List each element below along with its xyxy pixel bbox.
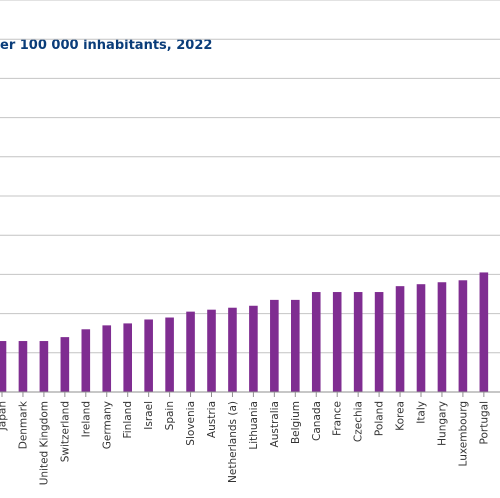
x-tick-label: Korea (395, 401, 407, 431)
bar-france (332, 292, 342, 392)
bar-japan (0, 341, 7, 392)
x-tick-label: Switzerland (59, 401, 71, 462)
bar-israel (144, 319, 153, 392)
x-tick-label: Japan (0, 401, 9, 431)
bar-germany (102, 325, 112, 392)
bar-austria (207, 309, 216, 392)
bar-portugal (479, 272, 489, 392)
bars (0, 272, 489, 392)
x-tick-labels: Japan Denmark United Kingdom Switzerland Ire… (0, 400, 500, 485)
x-tick-label: France (332, 401, 344, 436)
x-tick-label: Hungary (436, 401, 448, 446)
bar-lithuania (249, 305, 258, 392)
x-tick-label: Germany (101, 401, 113, 449)
bar-slovenia (186, 311, 195, 392)
x-tick-label: Slovenia (185, 401, 197, 446)
x-tick-label: Finland (122, 401, 134, 439)
x-tick-label: Spain (164, 401, 176, 430)
bar-netherlands-a (228, 307, 237, 392)
x-tick-label: Canada (311, 401, 323, 441)
x-tick-label: Italy (416, 401, 428, 424)
bar-czechia (353, 292, 363, 392)
bar-finland (123, 323, 132, 392)
x-tick-label: Israel (143, 401, 155, 430)
bar-denmark (18, 341, 28, 392)
x-tick-label: United Kingdom (38, 401, 50, 485)
bar-united-kingdom (39, 341, 49, 392)
bar-switzerland (60, 337, 70, 392)
x-tick-label: Belgium (290, 401, 302, 444)
x-tick-label: Czechia (353, 401, 365, 442)
x-tick-label: Netherlands (a) (227, 401, 239, 483)
chart-subtitle: er 100 000 inhabitants, 2022 (0, 38, 213, 53)
bar-spain (165, 317, 174, 392)
bar-hungary (437, 282, 447, 392)
x-axis (0, 391, 500, 397)
bar-ireland (81, 329, 91, 392)
x-tick-label: Portugal (478, 401, 490, 445)
bar-korea (395, 286, 405, 392)
bar-poland (374, 292, 384, 392)
bar-australia (270, 299, 279, 392)
bar-italy (416, 284, 426, 392)
x-tick-label: Ireland (80, 401, 92, 437)
x-tick-label: Denmark (17, 400, 29, 449)
bar-belgium (291, 299, 300, 392)
x-tick-label: Australia (269, 401, 281, 447)
x-tick-label: Poland (374, 401, 386, 436)
bar-canada (311, 292, 321, 392)
bar-luxembourg (458, 280, 468, 392)
x-tick-label: Luxembourg (457, 401, 469, 466)
x-tick-label: Lithuania (248, 401, 260, 450)
x-tick-label: Austria (206, 401, 218, 438)
